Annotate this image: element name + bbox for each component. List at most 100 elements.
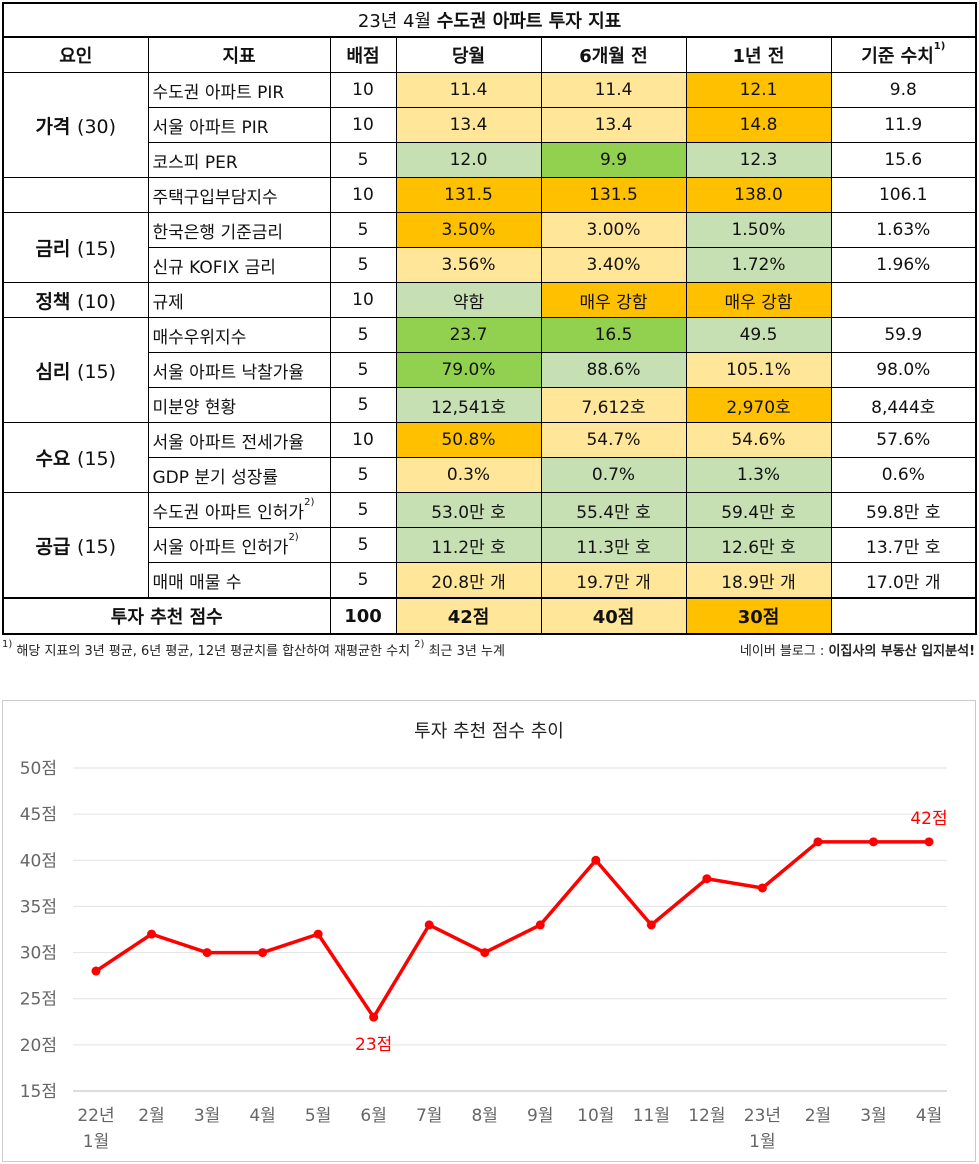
current-value-cell: 53.0만 호 xyxy=(395,492,542,528)
current-value-cell: 13.4 xyxy=(395,107,542,143)
data-point xyxy=(646,920,656,930)
table-row: 코스피 PER 5 12.0 9.9 12.3 15.6 xyxy=(3,142,977,178)
table-row: 정책 (10) 규제 10 약함 매우 강함 매우 강함 xyxy=(2,282,977,318)
footnote-sup-2: 2) xyxy=(414,639,425,650)
current-value-cell: 50.8% xyxy=(395,422,542,458)
current-value-cell: 12,541호 xyxy=(395,387,542,423)
factor-cell: 정책 (10) xyxy=(2,282,149,318)
table-title: 23년 4월 수도권 아파트 투자 지표 xyxy=(1,2,978,38)
x-tick-label: 4월 xyxy=(916,1106,942,1126)
data-point xyxy=(591,855,601,865)
data-point xyxy=(868,837,878,847)
six-months-value-cell: 0.7% xyxy=(540,457,687,493)
score-cell: 5 xyxy=(329,212,397,248)
y-tick-label: 30점 xyxy=(20,944,57,964)
x-tick-label: 9월 xyxy=(527,1106,553,1126)
score-cell: 10 xyxy=(329,177,397,213)
indicator-label: 서울 아파트 전세가율 xyxy=(152,432,305,453)
data-point xyxy=(313,929,323,939)
data-point xyxy=(757,883,767,893)
one-year-value-cell: 14.8 xyxy=(685,107,832,143)
table-row: 신규 KOFIX 금리 5 3.56% 3.40% 1.72% 1.96% xyxy=(3,247,977,283)
indicator-label: 미분양 현황 xyxy=(152,397,237,418)
x-tick-label: 2월 xyxy=(138,1106,164,1126)
baseline-value-cell: 59.9 xyxy=(830,317,977,353)
indicator-cell: 수도권 아파트 PIR xyxy=(147,72,331,108)
data-point xyxy=(202,948,212,958)
score-cell: 5 xyxy=(329,142,397,178)
factor-label: 금리 xyxy=(35,238,71,260)
one-year-value-cell: 12.6만 호 xyxy=(685,527,832,563)
total-score: 100 xyxy=(329,597,397,635)
score-cell: 5 xyxy=(329,527,397,563)
y-tick-label: 25점 xyxy=(20,990,57,1010)
six-months-value-cell: 11.4 xyxy=(540,72,687,108)
header-factor: 요인 xyxy=(2,36,149,73)
six-months-value-cell: 11.3만 호 xyxy=(540,527,687,563)
indicator-cell: 신규 KOFIX 금리 xyxy=(147,247,331,283)
score-cell: 10 xyxy=(329,107,397,143)
factor-label: 정책 xyxy=(35,290,71,313)
current-value-cell: 23.7 xyxy=(395,317,542,353)
y-tick-label: 15점 xyxy=(20,1082,57,1102)
baseline-value-cell: 1.63% xyxy=(830,212,977,248)
total-one-year: 30점 xyxy=(685,597,832,635)
six-months-value-cell: 9.9 xyxy=(540,142,687,178)
table-row: 매매 매물 수 5 20.8만 개 19.7만 개 18.9만 개 17.0만 개 xyxy=(3,562,977,599)
header-baseline: 기준 수치1) xyxy=(830,36,977,73)
table-row: 수요 (15) 서울 아파트 전세가율 10 50.8% 54.7% 54.6% 57.6% xyxy=(2,422,977,493)
indicator-label: 수도권 아파트 인허가 xyxy=(152,502,305,523)
six-months-value-cell: 3.00% xyxy=(540,212,687,248)
indicator-cell: GDP 분기 성장률 xyxy=(147,457,331,493)
factor-weight: (15) xyxy=(77,238,117,260)
current-value-cell: 20.8만 개 xyxy=(395,562,542,599)
six-months-value-cell: 19.7만 개 xyxy=(540,562,687,599)
total-current: 42점 xyxy=(395,597,542,635)
factor-weight: (15) xyxy=(77,360,117,383)
current-value-cell: 11.2만 호 xyxy=(395,527,542,563)
credit-name: 이집사의 부동산 입지분석! xyxy=(828,644,975,659)
one-year-value-cell: 138.0 xyxy=(685,177,832,213)
header-current: 당월 xyxy=(395,36,542,73)
x-tick-label: 8월 xyxy=(471,1106,497,1126)
data-point xyxy=(424,920,434,930)
indicator-label: 신규 KOFIX 금리 xyxy=(152,257,276,278)
indicator-cell: 매수우위지수 xyxy=(147,317,331,353)
indicator-sup: 2) xyxy=(288,531,299,543)
indicator-sup: 2) xyxy=(304,496,315,508)
table-row: 금리 (15) 한국은행 기준금리 5 3.50% 3.00% 1.50% 1.63% xyxy=(2,212,977,283)
indicator-label: 서울 아파트 PIR xyxy=(152,117,269,138)
data-point xyxy=(813,837,823,847)
x-tick-label: 10월 xyxy=(577,1106,614,1126)
data-point xyxy=(369,1012,379,1022)
score-cell: 10 xyxy=(329,282,397,318)
data-point xyxy=(147,929,157,939)
y-tick-label: 20점 xyxy=(20,1036,57,1056)
current-value-cell: 3.56% xyxy=(395,247,542,283)
table-row: GDP 분기 성장률 5 0.3% 0.7% 1.3% 0.6% xyxy=(3,457,977,493)
x-tick-label: 7월 xyxy=(416,1106,442,1126)
indicator-label: 매매 매물 수 xyxy=(152,572,242,593)
current-value-cell: 79.0% xyxy=(395,352,542,388)
factor-weight: (15) xyxy=(77,448,117,470)
footnote-text-2: 최근 3년 누계 xyxy=(424,644,505,659)
y-tick-label: 50점 xyxy=(20,759,57,779)
chart-canvas: 투자 추천 점수 추이 15점 20점 25점 30점 35점 40점 45점 50점 22년 1월… xyxy=(20,721,948,1152)
x-tick-label: 3월 xyxy=(194,1106,220,1126)
baseline-value-cell: 13.7만 호 xyxy=(830,527,977,563)
score-cell: 10 xyxy=(329,422,397,458)
indicator-label: GDP 분기 성장률 xyxy=(152,467,279,488)
factor-label: 공급 xyxy=(35,535,71,558)
factor-cell: 금리 (15) xyxy=(2,212,149,283)
data-point xyxy=(480,948,490,958)
six-months-value-cell: 55.4만 호 xyxy=(540,492,687,528)
table-title-bold: 수도권 아파트 투자 지표 xyxy=(436,11,622,32)
indicator-cell: 한국은행 기준금리 xyxy=(147,212,331,248)
one-year-value-cell: 1.3% xyxy=(685,457,832,493)
x-tick-label: 6월 xyxy=(360,1106,386,1126)
x-tick-label: 5월 xyxy=(305,1106,331,1126)
indicator-cell: 서울 아파트 인허가2) xyxy=(147,527,331,563)
indicator-cell: 주택구입부담지수 xyxy=(147,177,331,213)
six-months-value-cell: 3.40% xyxy=(540,247,687,283)
six-months-value-cell: 13.4 xyxy=(540,107,687,143)
